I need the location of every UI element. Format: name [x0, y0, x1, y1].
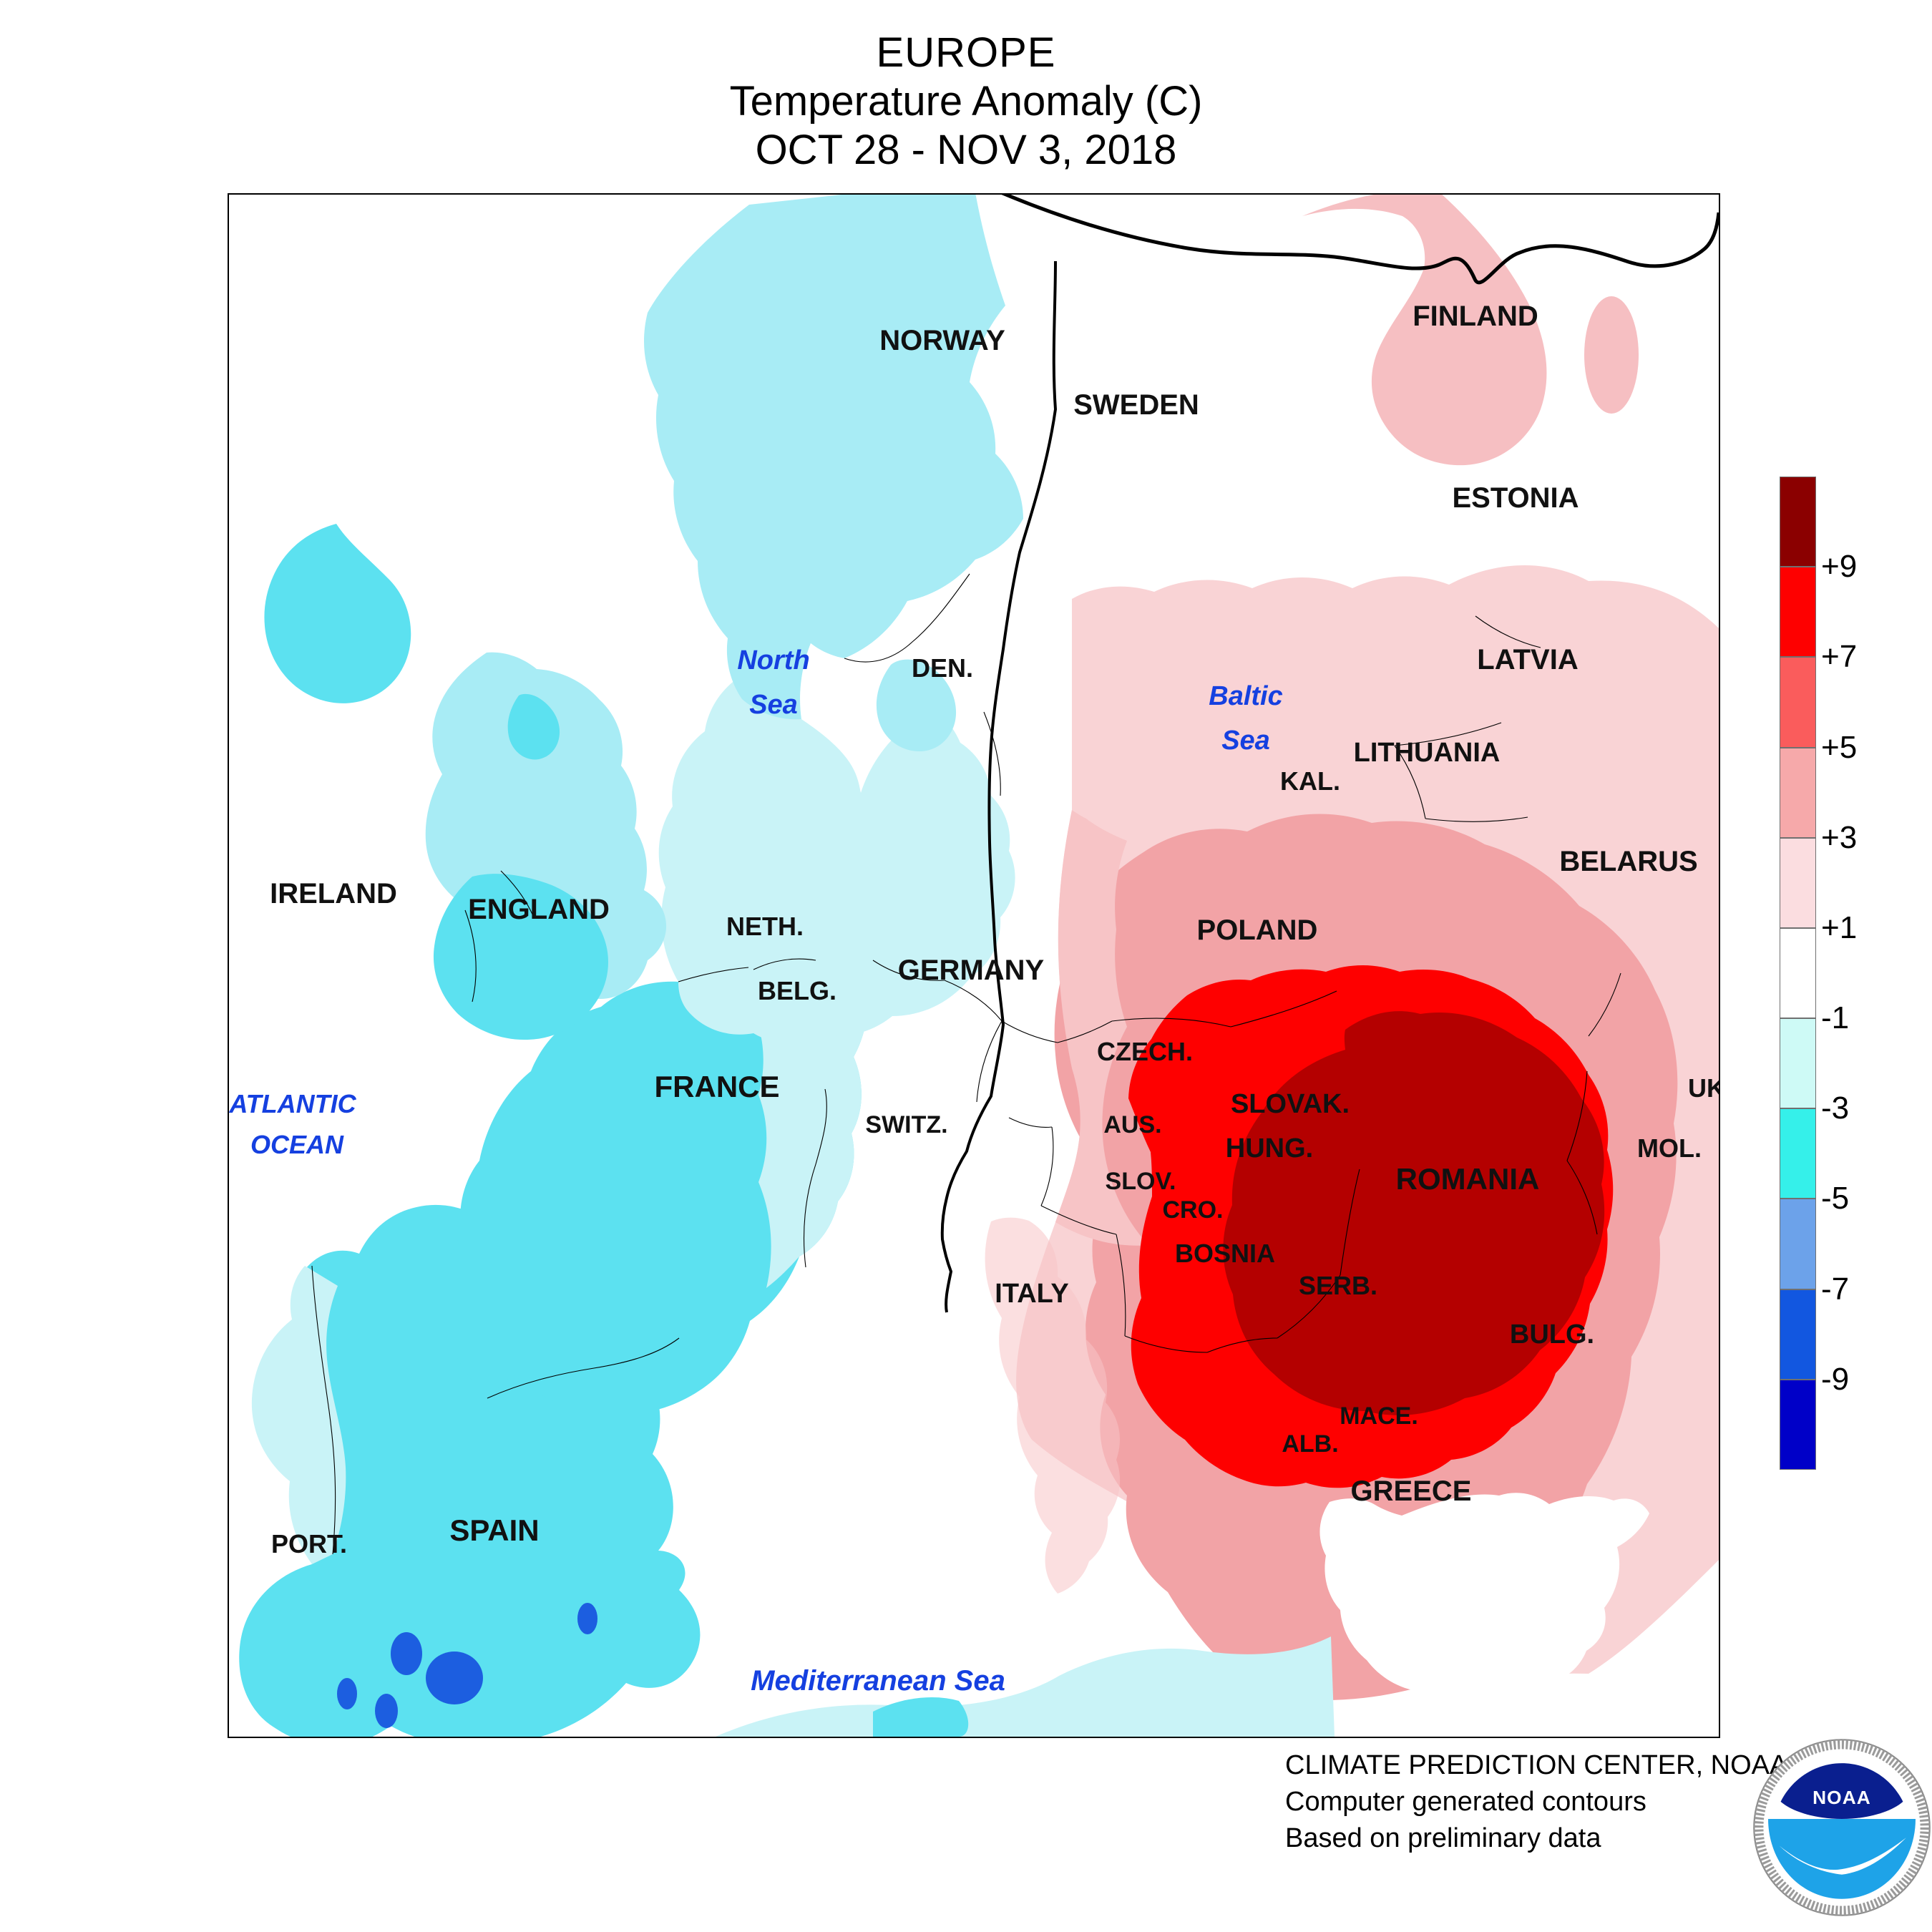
- svg-text:MACE.: MACE.: [1340, 1402, 1418, 1430]
- svg-text:SLOVAK.: SLOVAK.: [1231, 1089, 1350, 1119]
- svg-text:OCEAN: OCEAN: [250, 1130, 344, 1159]
- svg-text:AUS.: AUS.: [1103, 1111, 1161, 1138]
- svg-text:BELG.: BELG.: [758, 976, 836, 1005]
- svg-text:GREECE: GREECE: [1351, 1475, 1472, 1507]
- svg-text:IRELAND: IRELAND: [270, 878, 397, 909]
- svg-text:ROMANIA: ROMANIA: [1396, 1162, 1540, 1196]
- svg-text:POLAND: POLAND: [1197, 914, 1318, 946]
- svg-text:NOAA: NOAA: [1813, 1787, 1871, 1808]
- svg-text:LATVIA: LATVIA: [1477, 644, 1578, 675]
- svg-text:ESTONIA: ESTONIA: [1452, 482, 1579, 514]
- svg-text:BELARUS: BELARUS: [1559, 846, 1697, 877]
- svg-text:DEN.: DEN.: [912, 653, 973, 683]
- svg-text:NETH.: NETH.: [726, 912, 804, 941]
- svg-text:SERB.: SERB.: [1299, 1271, 1377, 1300]
- svg-text:MOL.: MOL.: [1637, 1133, 1702, 1163]
- svg-text:UK: UK: [1688, 1073, 1719, 1103]
- svg-text:ALB.: ALB.: [1282, 1430, 1338, 1458]
- svg-text:GERMANY: GERMANY: [898, 955, 1045, 986]
- svg-text:SWITZ.: SWITZ.: [865, 1111, 947, 1138]
- svg-text:Sea: Sea: [1221, 726, 1270, 756]
- svg-text:North: North: [737, 645, 809, 675]
- svg-text:FINLAND: FINLAND: [1413, 301, 1538, 332]
- svg-text:SWEDEN: SWEDEN: [1073, 389, 1199, 421]
- svg-text:NORWAY: NORWAY: [879, 325, 1005, 356]
- svg-text:CZECH.: CZECH.: [1097, 1037, 1193, 1066]
- svg-text:Mediterranean Sea: Mediterranean Sea: [751, 1665, 1005, 1697]
- svg-text:Baltic: Baltic: [1209, 681, 1282, 711]
- svg-text:BULG.: BULG.: [1510, 1319, 1594, 1350]
- svg-text:SLOV.: SLOV.: [1106, 1168, 1176, 1195]
- svg-text:LITHUANIA: LITHUANIA: [1354, 738, 1501, 768]
- svg-text:ENGLAND: ENGLAND: [468, 894, 610, 925]
- svg-text:ITALY: ITALY: [995, 1279, 1068, 1309]
- svg-text:CRO.: CRO.: [1163, 1196, 1224, 1224]
- svg-text:BOSNIA: BOSNIA: [1175, 1239, 1275, 1268]
- svg-text:KAL.: KAL.: [1280, 766, 1340, 796]
- svg-text:Sea: Sea: [749, 690, 798, 720]
- svg-text:ATLANTIC: ATLANTIC: [229, 1089, 357, 1118]
- svg-text:SPAIN: SPAIN: [449, 1513, 539, 1547]
- svg-text:PORT.: PORT.: [271, 1529, 347, 1558]
- svg-text:HUNG.: HUNG.: [1226, 1133, 1313, 1163]
- svg-text:FRANCE: FRANCE: [655, 1070, 780, 1103]
